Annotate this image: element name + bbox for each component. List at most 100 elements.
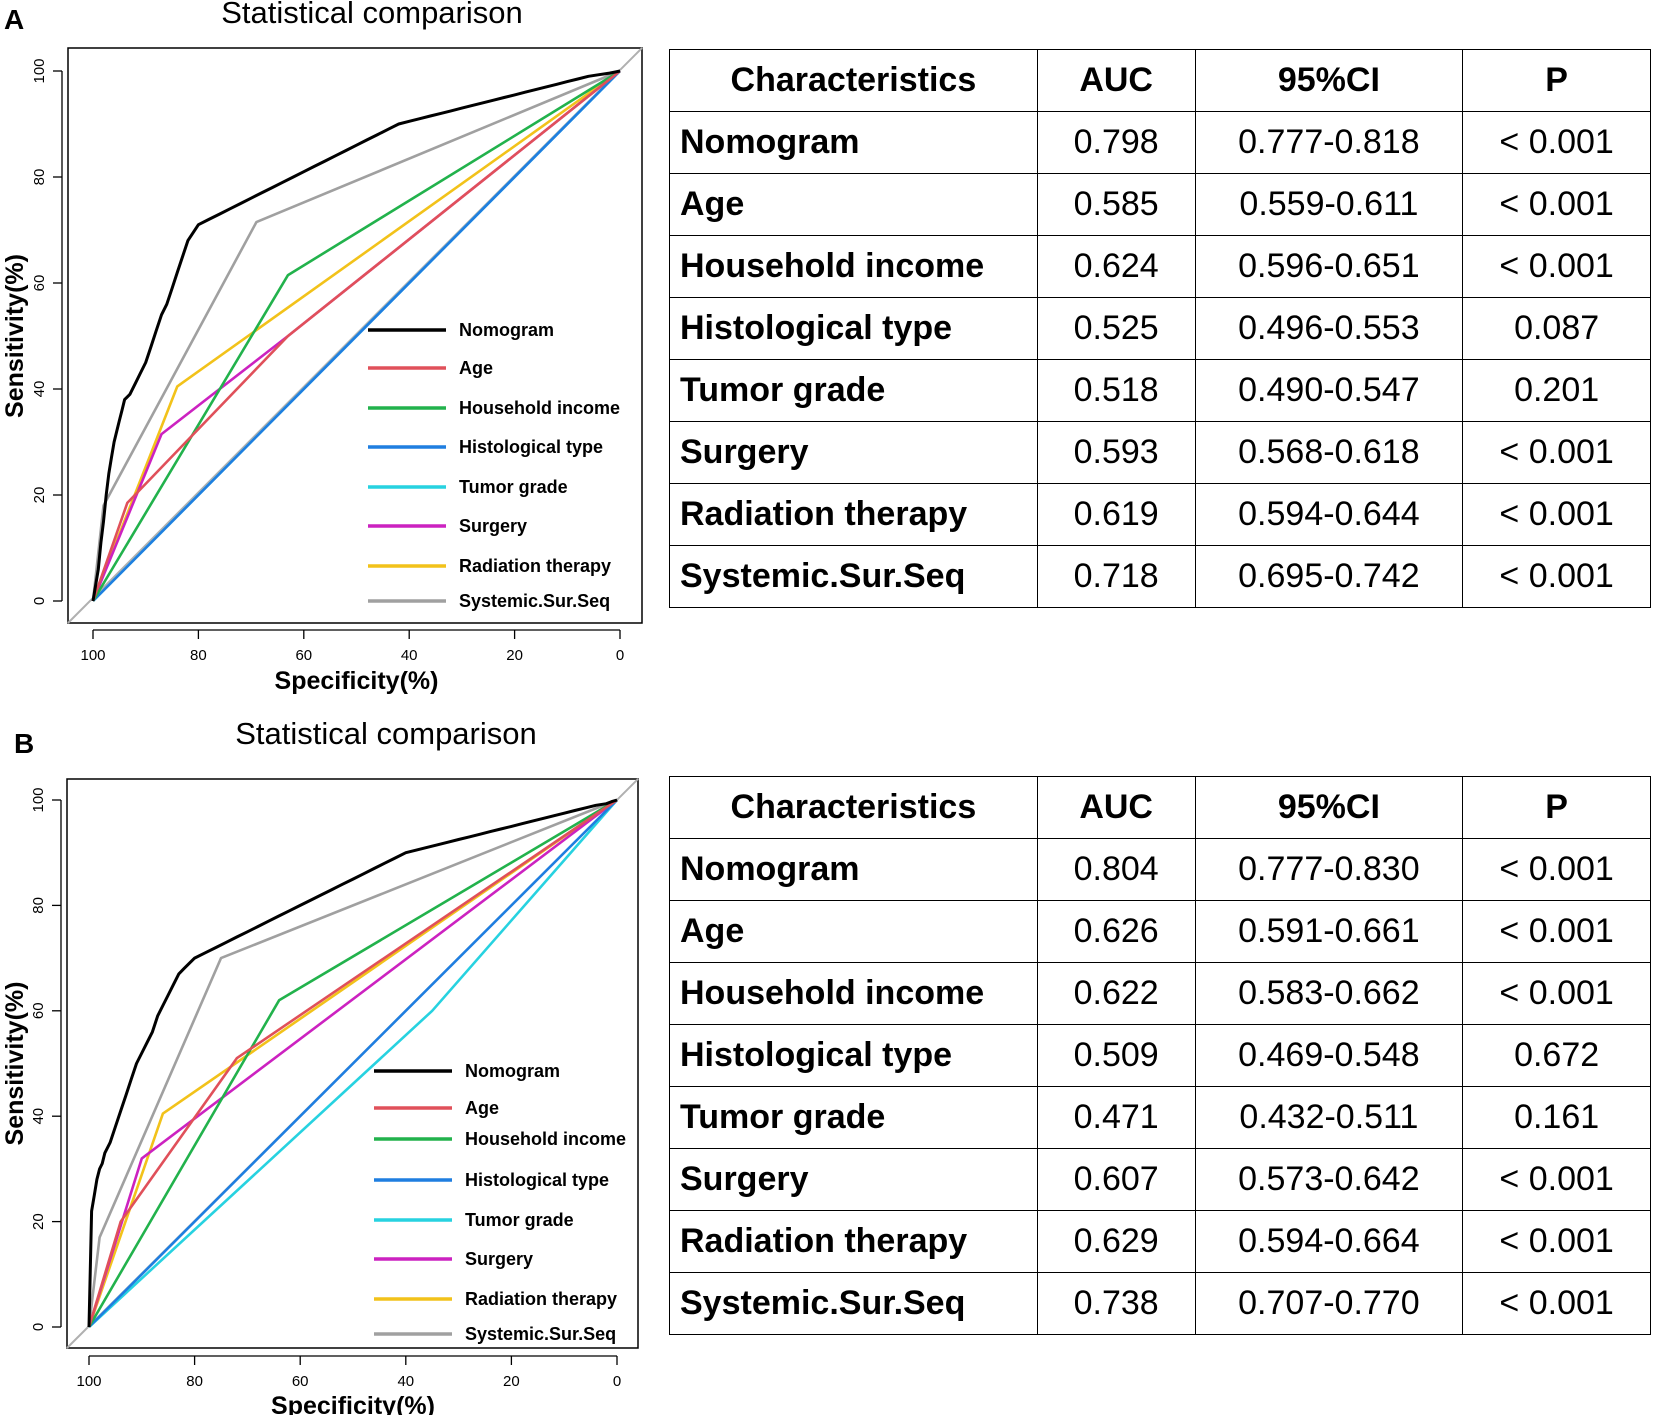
x-tick-label: 40 xyxy=(397,1373,414,1390)
ci-cell: 0.594-0.664 xyxy=(1194,1210,1464,1273)
legend-label: Tumor grade xyxy=(459,477,568,497)
x-tick-label: 0 xyxy=(613,1373,621,1390)
table-row: Household income 0.624 0.596-0.651 < 0.001 xyxy=(669,235,1651,298)
roc-curve-household-income xyxy=(91,69,621,602)
ci-cell: 0.695-0.742 xyxy=(1194,545,1464,608)
table-row: Nomogram 0.798 0.777-0.818 < 0.001 xyxy=(669,111,1651,174)
auc-cell: 0.629 xyxy=(1036,1210,1196,1273)
auc-cell: 0.607 xyxy=(1036,1148,1196,1211)
legend-label: Systemic.Sur.Seq xyxy=(459,591,610,611)
auc-cell: 0.585 xyxy=(1036,173,1196,236)
table-row: Radiation therapy 0.619 0.594-0.644 < 0.001 xyxy=(669,483,1651,546)
legend-label: Histological type xyxy=(459,437,603,457)
p-value-cell: < 0.001 xyxy=(1462,1210,1651,1273)
auc-cell: 0.593 xyxy=(1036,421,1196,484)
y-axis-label: Sensitivity(%) xyxy=(1,254,29,418)
legend-label: Tumor grade xyxy=(465,1210,574,1230)
p-value-cell: < 0.001 xyxy=(1462,483,1651,546)
characteristic-cell: Radiation therapy xyxy=(669,483,1038,546)
table-row: Nomogram 0.804 0.777-0.830 < 0.001 xyxy=(669,838,1651,901)
x-tick-label: 100 xyxy=(80,647,105,664)
characteristic-cell: Household income xyxy=(669,962,1038,1025)
ci-cell: 0.777-0.818 xyxy=(1194,111,1464,174)
table-header-cell: Characteristics xyxy=(669,776,1038,839)
panel-letter: B xyxy=(14,728,35,759)
characteristic-cell: Household income xyxy=(669,235,1038,298)
ci-cell: 0.594-0.644 xyxy=(1194,483,1464,546)
ci-cell: 0.583-0.662 xyxy=(1194,962,1464,1025)
y-tick-label: 60 xyxy=(31,275,48,292)
auc-cell: 0.624 xyxy=(1036,235,1196,298)
auc-cell: 0.518 xyxy=(1036,359,1196,422)
auc-cell: 0.619 xyxy=(1036,483,1196,546)
auc-cell: 0.798 xyxy=(1036,111,1196,174)
auc-cell: 0.471 xyxy=(1036,1086,1196,1149)
characteristic-cell: Tumor grade xyxy=(669,1086,1038,1149)
auc-cell: 0.804 xyxy=(1036,838,1196,901)
y-tick-label: 0 xyxy=(31,597,48,605)
auc-cell: 0.738 xyxy=(1036,1272,1196,1335)
table-header-cell: Characteristics xyxy=(669,49,1038,112)
ci-cell: 0.591-0.661 xyxy=(1194,900,1464,963)
table-header-cell: P xyxy=(1462,49,1651,112)
y-tick-label: 20 xyxy=(30,1213,47,1230)
x-axis-label: Specificity(%) xyxy=(275,667,439,695)
x-tick-label: 60 xyxy=(295,647,312,664)
x-tick-label: 100 xyxy=(76,1373,101,1390)
characteristic-cell: Age xyxy=(669,173,1038,236)
table-header-row: Characteristics AUC 95%CI P xyxy=(669,776,1651,839)
x-tick-label: 80 xyxy=(190,647,207,664)
roc-curve-age xyxy=(87,798,618,1328)
y-tick-label: 40 xyxy=(30,1108,47,1125)
table-header-cell: P xyxy=(1462,776,1651,839)
table-row: Systemic.Sur.Seq 0.718 0.695-0.742 < 0.001 xyxy=(669,545,1651,608)
legend-label: Histological type xyxy=(465,1170,609,1190)
x-tick-label: 20 xyxy=(506,647,523,664)
ci-cell: 0.432-0.511 xyxy=(1194,1086,1464,1149)
panel-b: B Statistical comparison 0 20 40 60 80 100 Sens… xyxy=(0,710,1654,1420)
y-tick-label: 100 xyxy=(31,58,48,83)
characteristic-cell: Age xyxy=(669,900,1038,963)
x-tick-label: 80 xyxy=(186,1373,203,1390)
table-header-cell: AUC xyxy=(1036,49,1196,112)
chart-title: Statistical comparison xyxy=(221,0,523,30)
legend-label: Nomogram xyxy=(459,320,554,340)
auc-cell: 0.622 xyxy=(1036,962,1196,1025)
roc-curve-systemic-sur-seq xyxy=(87,798,618,1328)
y-tick-label: 80 xyxy=(31,169,48,186)
auc-cell: 0.626 xyxy=(1036,900,1196,963)
ci-cell: 0.777-0.830 xyxy=(1194,838,1464,901)
characteristic-cell: Nomogram xyxy=(669,838,1038,901)
table-row: Tumor grade 0.518 0.490-0.547 0.201 xyxy=(669,359,1651,422)
y-tick-label: 20 xyxy=(31,487,48,504)
legend-label: Systemic.Sur.Seq xyxy=(465,1324,616,1344)
table-row: Tumor grade 0.471 0.432-0.511 0.161 xyxy=(669,1086,1651,1149)
ci-cell: 0.568-0.618 xyxy=(1194,421,1464,484)
p-value-cell: 0.161 xyxy=(1462,1086,1651,1149)
roc-plot-b: Statistical comparison 0 20 40 60 80 100 Sensit… xyxy=(1,716,639,1415)
legend-label: Household income xyxy=(465,1129,626,1149)
roc-curve-histological-type xyxy=(92,70,621,602)
roc-curve-age xyxy=(91,69,621,602)
characteristic-cell: Systemic.Sur.Seq xyxy=(669,545,1038,608)
roc-plot-a: Statistical comparison 0 20 40 60 80 100 Sensit… xyxy=(1,0,643,695)
y-tick-label: 40 xyxy=(31,381,48,398)
legend-label: Surgery xyxy=(459,516,527,536)
characteristic-cell: Systemic.Sur.Seq xyxy=(669,1272,1038,1335)
table-header-cell: 95%CI xyxy=(1194,776,1464,839)
characteristic-cell: Surgery xyxy=(669,1148,1038,1211)
roc-curve-household-income xyxy=(87,798,618,1328)
p-value-cell: < 0.001 xyxy=(1462,838,1651,901)
y-tick-label: 0 xyxy=(30,1323,47,1331)
characteristic-cell: Surgery xyxy=(669,421,1038,484)
table-row: Surgery 0.593 0.568-0.618 < 0.001 xyxy=(669,421,1651,484)
table-header-cell: 95%CI xyxy=(1194,49,1464,112)
legend-label: Age xyxy=(459,358,493,378)
table-row: Age 0.585 0.559-0.611 < 0.001 xyxy=(669,173,1651,236)
stats-table-a: Characteristics AUC 95%CI P Nomogram 0.798 0.… xyxy=(669,49,1651,608)
x-axis-label: Specificity(%) xyxy=(271,1392,435,1415)
characteristic-cell: Nomogram xyxy=(669,111,1038,174)
ci-cell: 0.496-0.553 xyxy=(1194,297,1464,360)
p-value-cell: < 0.001 xyxy=(1462,900,1651,963)
auc-cell: 0.509 xyxy=(1036,1024,1196,1087)
